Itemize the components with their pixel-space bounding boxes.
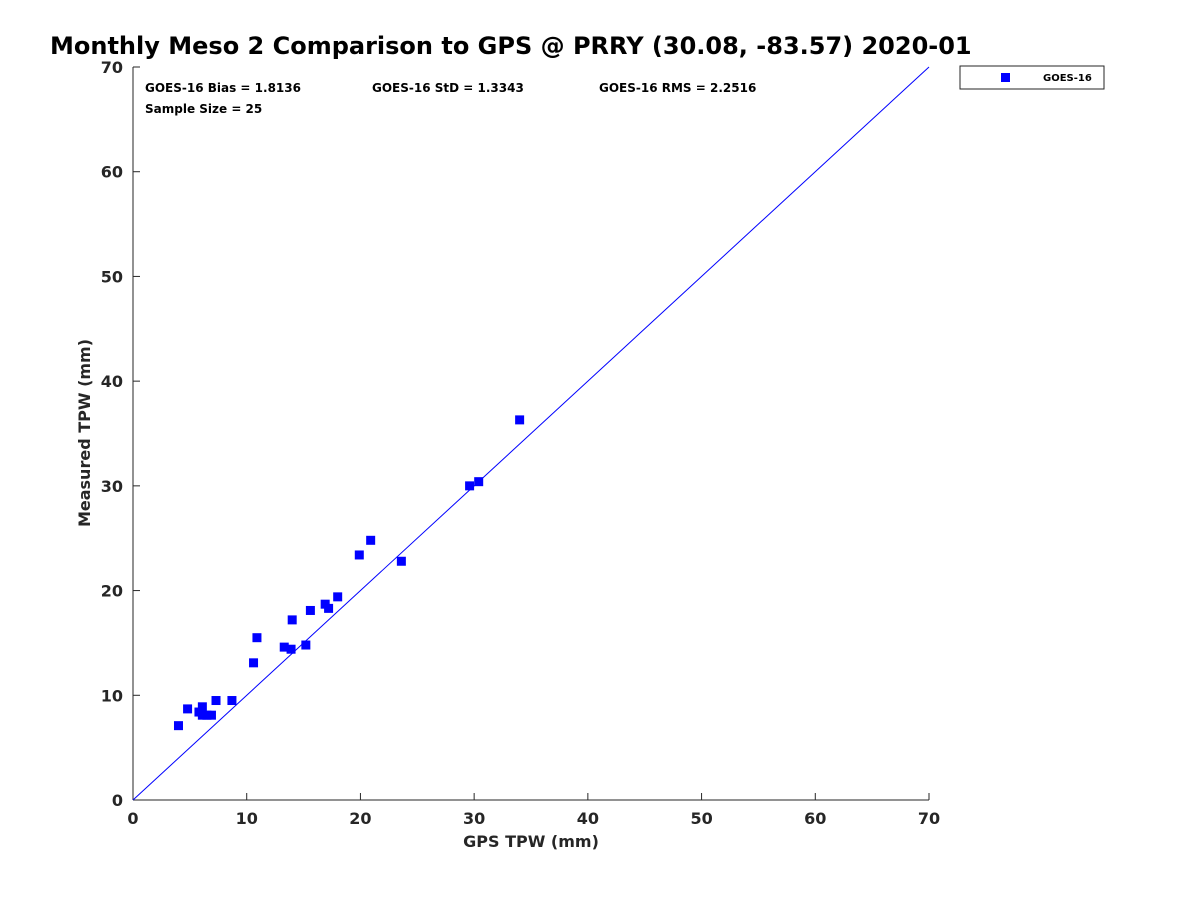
data-point — [249, 658, 259, 668]
y-tick-label: 70 — [101, 58, 123, 77]
data-point — [465, 481, 475, 491]
x-tick-label: 40 — [577, 809, 599, 828]
legend-marker-square — [1001, 73, 1010, 82]
chart-title: Monthly Meso 2 Comparison to GPS @ PRRY … — [50, 32, 972, 60]
data-point — [474, 477, 484, 487]
x-axis-ticks: 0 10 20 30 40 50 60 70 — [127, 793, 940, 828]
legend-label: GOES-16 — [1043, 73, 1092, 84]
data-point — [333, 592, 343, 602]
data-point — [354, 550, 364, 560]
data-point — [301, 640, 311, 650]
data-point — [305, 605, 315, 615]
x-tick-label: 20 — [349, 809, 371, 828]
data-point — [515, 415, 525, 425]
y-tick-label: 40 — [101, 372, 123, 391]
data-point — [279, 642, 289, 652]
bias-stat: GOES-16 Bias = 1.8136 — [145, 81, 301, 95]
plot-area: 0 10 20 30 40 50 60 70 0 10 20 30 40 50 60 70 GOES-16 … — [101, 58, 940, 828]
data-point — [211, 696, 221, 706]
data-point — [202, 710, 212, 720]
data-point — [227, 696, 237, 706]
data-point — [173, 721, 183, 731]
data-point — [366, 535, 376, 545]
data-points — [173, 415, 525, 731]
x-tick-label: 0 — [127, 809, 138, 828]
rms-stat: GOES-16 RMS = 2.2516 — [599, 81, 756, 95]
y-tick-label: 50 — [101, 267, 123, 286]
x-tick-label: 70 — [918, 809, 940, 828]
data-point — [396, 556, 406, 566]
legend: GOES-16 — [959, 65, 1105, 90]
x-tick-label: 30 — [463, 809, 485, 828]
y-tick-label: 30 — [101, 477, 123, 496]
data-point — [324, 603, 334, 613]
x-tick-label: 60 — [804, 809, 826, 828]
x-axis-label: GPS TPW (mm) — [463, 832, 599, 851]
data-point — [197, 710, 207, 720]
y-axis-label: Measured TPW (mm) — [75, 339, 94, 527]
x-tick-label: 50 — [690, 809, 712, 828]
data-point — [197, 702, 207, 712]
data-point — [206, 710, 216, 720]
legend-box — [959, 65, 1105, 90]
y-tick-label: 20 — [101, 582, 123, 601]
one-to-one-reference-line — [132, 66, 930, 801]
y-tick-label: 10 — [101, 686, 123, 705]
x-tick-label: 10 — [236, 809, 258, 828]
data-point — [183, 704, 193, 714]
std-stat: GOES-16 StD = 1.3343 — [372, 81, 524, 95]
data-point — [252, 633, 262, 643]
y-axis-ticks: 0 10 20 30 40 50 60 70 — [101, 58, 140, 810]
data-point — [286, 644, 296, 654]
y-tick-label: 60 — [101, 163, 123, 182]
y-tick-label: 0 — [112, 791, 123, 810]
data-point — [287, 615, 297, 625]
sample-size-stat: Sample Size = 25 — [145, 102, 262, 116]
